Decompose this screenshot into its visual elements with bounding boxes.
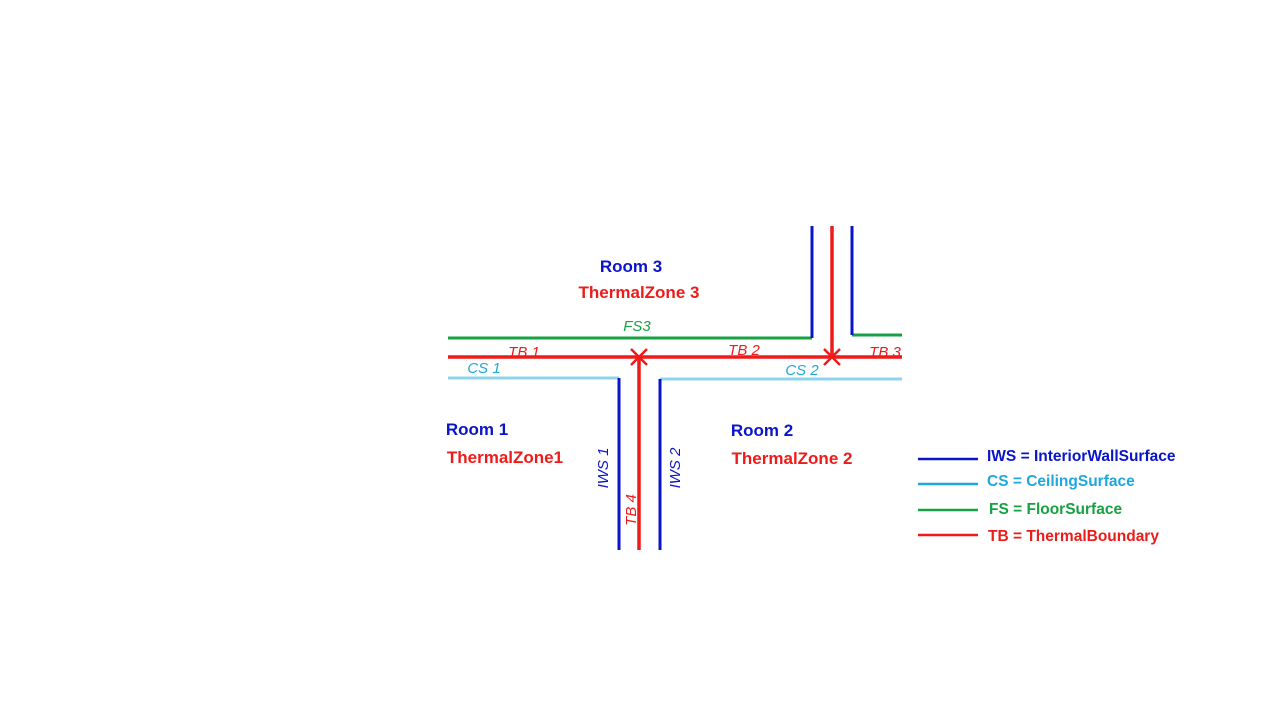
legend-text-tb: TB = ThermalBoundary <box>988 528 1159 545</box>
surface-label-tb2: TB 2 <box>728 342 760 359</box>
room-2-thermal-zone: ThermalZone 2 <box>732 449 853 468</box>
surface-label-fs3: FS3 <box>623 318 651 335</box>
legend-text-cs: CS = CeilingSurface <box>987 473 1135 490</box>
surface-label-cs1: CS 1 <box>467 360 500 377</box>
room-1-thermal-zone: ThermalZone1 <box>447 448 563 467</box>
room-3-thermal-zone: ThermalZone 3 <box>579 283 700 302</box>
intersection-marker-right <box>823 348 841 366</box>
legend-item-iws: IWS = InteriorWallSurface <box>918 448 1176 465</box>
interior-wall-surface-lines <box>617 226 854 550</box>
room-labels: Room 3 ThermalZone 3 Room 1 ThermalZone1… <box>446 257 853 468</box>
thermal-boundary-lines <box>448 226 902 550</box>
surface-label-tb4: TB 4 <box>623 494 640 526</box>
surface-label-tb3: TB 3 <box>869 344 901 361</box>
surface-label-iws1: IWS 1 <box>595 448 612 489</box>
legend-item-tb: TB = ThermalBoundary <box>918 528 1159 545</box>
room-2-name: Room 2 <box>731 421 793 440</box>
floor-surface-lines <box>448 333 902 340</box>
surface-label-cs2: CS 2 <box>785 362 819 379</box>
legend: IWS = InteriorWallSurface CS = CeilingSu… <box>918 448 1176 545</box>
room-1-name: Room 1 <box>446 420 508 439</box>
ceiling-surface-lines <box>448 376 902 381</box>
legend-item-fs: FS = FloorSurface <box>918 501 1122 518</box>
intersection-marker-left <box>630 348 648 366</box>
surface-labels: FS3 TB 1 TB 2 TB 3 CS 1 CS 2 IWS 1 IWS 2… <box>467 318 901 526</box>
legend-text-iws: IWS = InteriorWallSurface <box>987 448 1176 465</box>
intersection-markers <box>630 348 841 366</box>
legend-text-fs: FS = FloorSurface <box>989 501 1122 518</box>
legend-item-cs: CS = CeilingSurface <box>918 473 1135 490</box>
room-3-name: Room 3 <box>600 257 662 276</box>
surface-label-iws2: IWS 2 <box>667 447 684 488</box>
surface-label-tb1: TB 1 <box>508 344 540 361</box>
